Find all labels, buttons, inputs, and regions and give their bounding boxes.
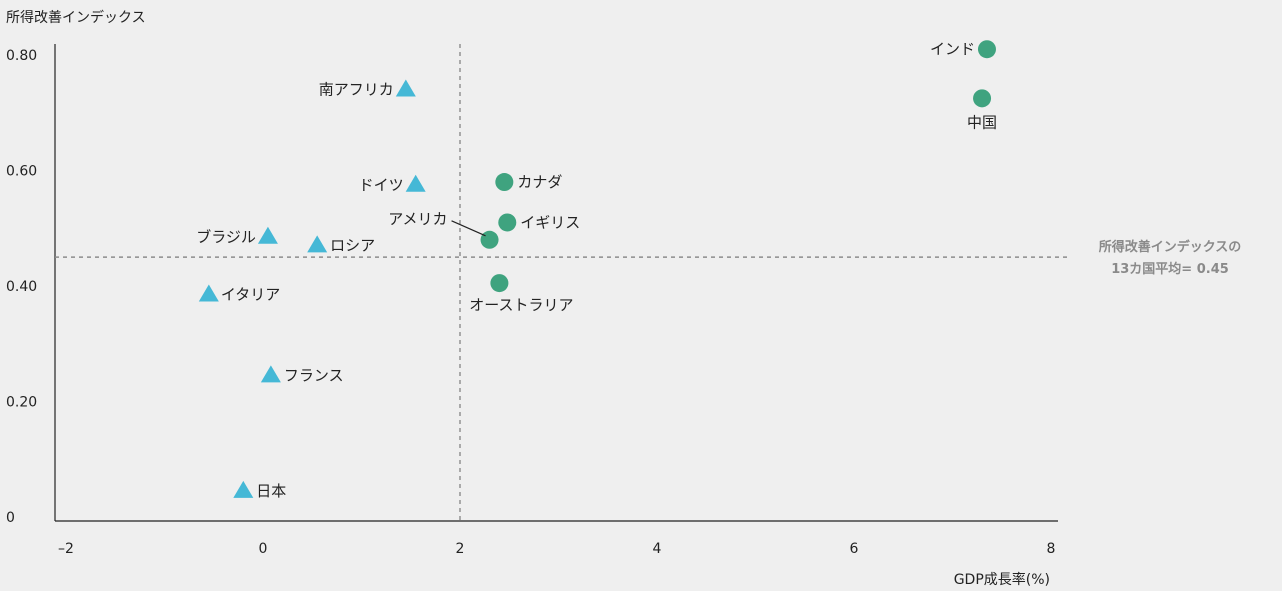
data-point-triangle — [307, 235, 328, 253]
x-tick-label: 8 — [1047, 541, 1056, 557]
data-label: アメリカ — [388, 210, 447, 228]
data-point-triangle — [395, 79, 416, 97]
y-tick-label: 0.80 — [6, 48, 37, 64]
data-label: 南アフリカ — [319, 81, 394, 99]
data-label: フランス — [284, 367, 344, 385]
y-axis-title: 所得改善インデックス — [6, 9, 146, 26]
data-label: 日本 — [256, 482, 286, 500]
leader-line — [451, 220, 486, 237]
data-point-triangle — [233, 480, 254, 498]
data-point-triangle — [257, 226, 278, 244]
data-label: ドイツ — [359, 176, 404, 194]
y-tick-label: 0.20 — [6, 395, 37, 411]
x-tick-label: 0 — [259, 541, 268, 557]
data-point-circle — [495, 173, 514, 192]
x-tick-label: 6 — [850, 541, 859, 557]
y-tick-label: 0.60 — [6, 164, 37, 180]
data-point-circle — [490, 274, 509, 293]
y-tick-label: 0 — [6, 510, 15, 526]
data-label: オーストラリア — [469, 296, 573, 314]
data-point-triangle — [198, 284, 219, 302]
data-label: 中国 — [967, 113, 997, 131]
average-label-line2: 13カ国平均= 0.45 — [1111, 261, 1229, 277]
x-tick-label: 2 — [456, 541, 465, 557]
data-label: イタリア — [221, 286, 280, 304]
average-label-line1: 所得改善インデックスの — [1099, 239, 1242, 255]
data-point-circle — [480, 230, 499, 249]
data-point-circle — [973, 89, 992, 108]
data-point-triangle — [405, 174, 426, 192]
x-tick-label: 4 — [653, 541, 662, 557]
data-label: カナダ — [517, 173, 562, 191]
data-point-circle — [498, 213, 517, 232]
data-label: イギリス — [520, 213, 580, 231]
x-tick-label: –2 — [58, 541, 74, 557]
data-point-triangle — [260, 365, 281, 383]
x-axis-title: GDP成長率(%) — [954, 571, 1050, 588]
data-label: インド — [930, 40, 975, 58]
data-point-circle — [977, 40, 996, 59]
y-tick-label: 0.40 — [6, 279, 37, 295]
data-label: ロシア — [330, 237, 375, 255]
data-label: ブラジル — [196, 228, 256, 246]
